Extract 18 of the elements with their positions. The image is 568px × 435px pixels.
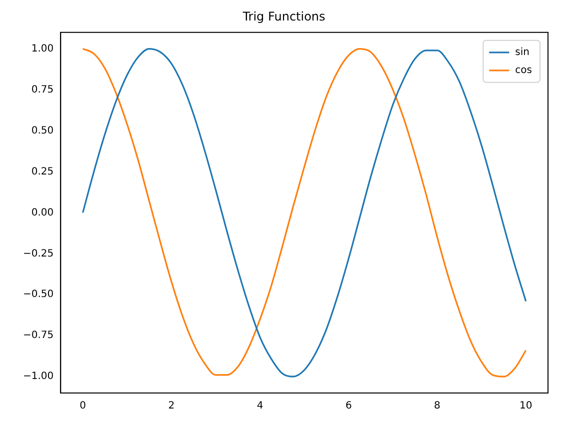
y-tick-label: −0.25	[22, 248, 54, 260]
x-tick-label: 2	[168, 400, 175, 412]
y-tick-label: 0.00	[31, 207, 54, 218]
y-tick-label: −0.75	[22, 330, 54, 342]
x-tick-label: 0	[80, 400, 86, 412]
legend-label: cos	[515, 64, 532, 76]
x-tick-label: 4	[256, 400, 264, 412]
y-tick-label: −0.50	[22, 289, 54, 300]
x-tick-label: 6	[345, 400, 352, 412]
x-tick-label: 10	[519, 400, 532, 412]
y-tick-label: 0.75	[31, 84, 54, 96]
y-tick-label: 0.50	[31, 125, 54, 136]
y-tick-label: 0.25	[31, 166, 54, 178]
legend-label: sin	[515, 46, 530, 58]
chart-title: Trig Functions	[242, 9, 326, 24]
y-tick-label: −1.00	[22, 371, 54, 382]
y-tick-label: 1.00	[31, 43, 54, 54]
x-tick-label: 8	[434, 400, 440, 412]
